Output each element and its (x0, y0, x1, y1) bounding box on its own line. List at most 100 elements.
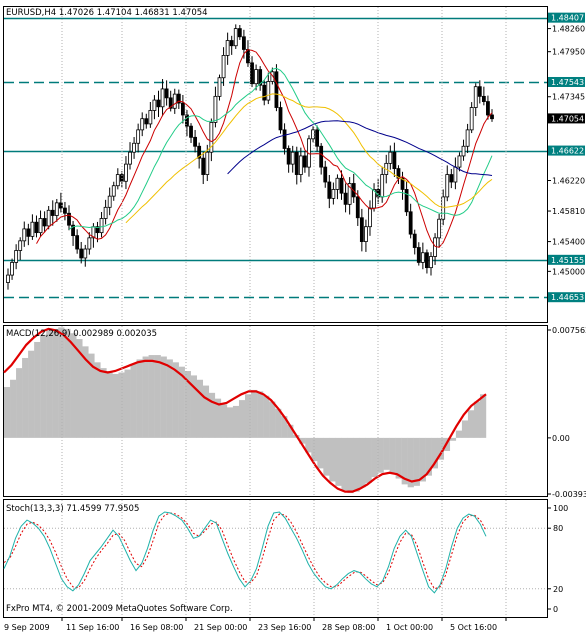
candle-body (197, 145, 202, 159)
candle-body (420, 252, 425, 263)
candle-body (79, 248, 84, 259)
time-tick-label: 11 Sep 16:00 (66, 623, 119, 632)
macd-bar (184, 371, 191, 438)
macd-bar (154, 355, 161, 438)
candle-body (95, 226, 100, 234)
macd-bar (70, 333, 77, 438)
macd-bar (431, 437, 438, 469)
candle-body (449, 174, 454, 183)
candle-body (254, 69, 259, 85)
candle-body (124, 163, 128, 182)
candle-body (311, 129, 315, 140)
candle-body (274, 71, 279, 108)
macd-bar (389, 437, 396, 473)
candle-body (294, 151, 299, 175)
candle-body (437, 218, 442, 239)
price-tag-label: 1.45155 (551, 256, 584, 265)
candle-body (213, 95, 218, 123)
price-tag-box (548, 12, 585, 23)
macd-bar (64, 328, 71, 438)
price-tick-label: 1.45400 (552, 238, 585, 247)
macd-bar (10, 379, 17, 438)
macd-bar (263, 395, 270, 438)
candle-body (262, 84, 267, 101)
time-tick-label: 23 Sep 16:00 (258, 623, 311, 632)
candle-body (103, 206, 108, 219)
candle-body (339, 177, 344, 194)
macd-bar (287, 424, 294, 438)
candle-body (347, 183, 352, 205)
macd-bar (395, 437, 402, 479)
price-tick-label: 1.46220 (552, 177, 585, 186)
macd-bar (383, 437, 390, 470)
candle-body (83, 248, 88, 259)
candle-body (229, 40, 234, 47)
macd-bar (208, 392, 216, 438)
stoch-tick-label: 0 (553, 605, 558, 614)
macd-bar (377, 437, 384, 473)
candle-body (266, 81, 271, 101)
macd-bar (196, 379, 204, 438)
candle-body (433, 237, 437, 257)
macd-bar (94, 362, 101, 438)
macd-bar (323, 437, 330, 476)
ma-blue-line (227, 120, 493, 176)
macd-bar (118, 372, 125, 438)
stoch-tick-label: 20 (553, 585, 563, 594)
candle-body (404, 189, 409, 213)
ma-yellow-line (125, 93, 493, 224)
candle-body (217, 77, 222, 97)
macd-bar (437, 437, 445, 460)
footer-copyright: FxPro MT4, © 2001-2009 MetaQuotes Softwa… (6, 604, 233, 614)
candle-body (30, 221, 35, 237)
candle-body (465, 129, 470, 147)
candle-body (6, 274, 10, 283)
candle-body (168, 97, 173, 109)
macd-bar (142, 356, 149, 438)
macd-bar (76, 339, 83, 438)
candle-body (241, 36, 246, 50)
candle-body (18, 240, 23, 251)
price-tag-label: 1.47054 (551, 114, 584, 123)
macd-bar (347, 437, 354, 494)
candle-body (75, 235, 80, 250)
candle-body (152, 99, 157, 111)
candle-body (185, 114, 189, 127)
macd-bar (238, 400, 246, 438)
macd-bar (28, 350, 35, 438)
candle-body (388, 151, 393, 164)
candle-body (160, 88, 165, 108)
macd-bar (130, 363, 137, 438)
candle-body (111, 185, 116, 197)
macd-bar (82, 346, 89, 438)
candle-body (408, 211, 413, 235)
macd-bar (245, 394, 252, 438)
macd-bar (214, 398, 222, 438)
candle-body (298, 155, 303, 175)
macd-bar (425, 437, 432, 476)
candle-body (209, 122, 214, 153)
candle-body (46, 209, 51, 227)
macd-signal-line (3, 327, 487, 493)
candle-body (335, 177, 340, 190)
candle-body (38, 218, 43, 234)
macd-bar (58, 327, 65, 438)
candle-body (26, 228, 31, 237)
candle-body (22, 228, 27, 242)
stoch-panel-frame (3, 499, 548, 618)
macd-bar (407, 437, 414, 488)
time-tick-label: 5 Oct 16:00 (450, 623, 497, 632)
macd-bar (413, 437, 420, 486)
macd-bar (467, 410, 475, 438)
macd-bar (473, 401, 481, 438)
candle-body (132, 142, 136, 153)
price-tag-label: 1.48407 (551, 14, 584, 23)
price-tick-label: 1.45000 (552, 267, 585, 276)
macd-bar (329, 437, 336, 482)
candle-body (140, 118, 145, 131)
price-tag-box (548, 254, 585, 265)
candle-body (87, 237, 92, 250)
price-tick-label: 1.47345 (552, 93, 585, 102)
